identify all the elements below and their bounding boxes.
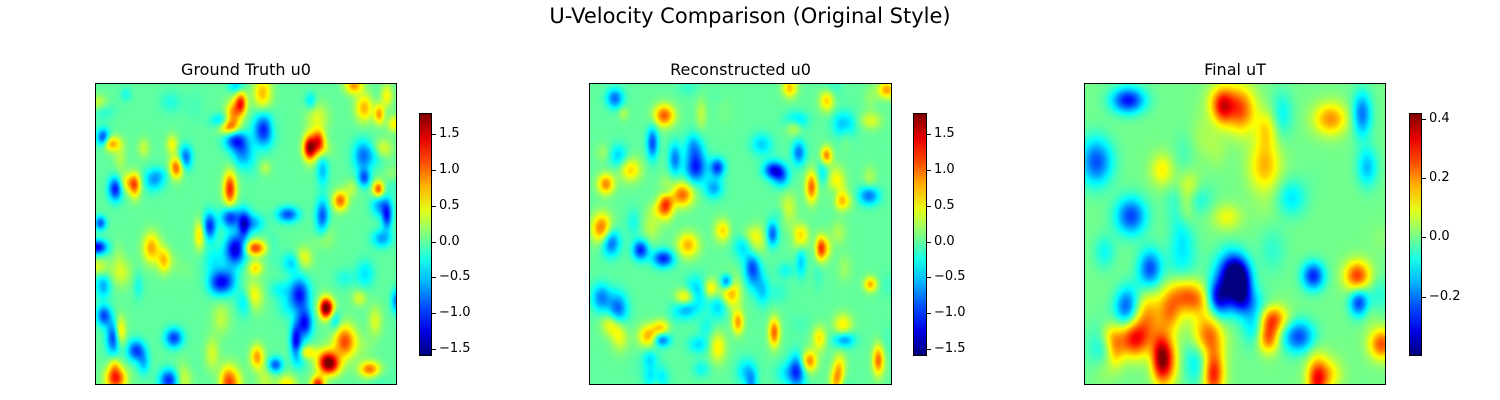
- colorbar-tick-mark: [1422, 296, 1426, 298]
- colorbar-ticks-final-ut: 0.4 0.2 0.0 −0.2: [1422, 110, 1482, 356]
- heatmap-final-ut: [1084, 83, 1386, 385]
- colorbar-tick-mark: [432, 205, 436, 207]
- colorbar-tick-label: 0.0: [934, 233, 955, 249]
- colorbar-tick-mark: [927, 277, 931, 279]
- colorbar-tick-mark: [432, 170, 436, 172]
- colorbar-tick-mark: [432, 241, 436, 243]
- colorbar-tick-label: 0.4: [1429, 110, 1450, 126]
- colorbar-tick-mark: [1422, 237, 1426, 239]
- colorbar-tick-mark: [432, 277, 436, 279]
- figure-suptitle: U-Velocity Comparison (Original Style): [549, 4, 951, 28]
- colorbar-tick-label: 0.5: [439, 197, 460, 213]
- colorbar-tick-mark: [1422, 178, 1426, 180]
- panel-title: Final uT: [1204, 60, 1266, 79]
- colorbar-tick-label: −0.5: [439, 269, 471, 285]
- colorbar-tick-label: 0.2: [1429, 170, 1450, 186]
- colorbar-tick-mark: [432, 134, 436, 136]
- colorbar-tick-label: −1.0: [934, 305, 966, 321]
- panel-title: Reconstructed u0: [670, 60, 811, 79]
- colorbar-tick-label: −1.5: [439, 340, 471, 356]
- colorbar-tick-mark: [927, 134, 931, 136]
- colorbar-tick-label: 0.5: [934, 197, 955, 213]
- colorbar-tick-label: −1.5: [934, 340, 966, 356]
- colorbar-tick-mark: [927, 205, 931, 207]
- colorbar-final-ut: [1409, 113, 1422, 356]
- colorbar-ticks-ground-truth-u0: 1.5 1.0 0.5 0.0 −0.5 −1.0 −1.5: [432, 113, 492, 356]
- colorbar-tick-label: 1.0: [934, 162, 955, 178]
- panel-title: Ground Truth u0: [181, 60, 311, 79]
- colorbar-ground-truth-u0: [419, 113, 432, 356]
- colorbar-tick-mark: [927, 313, 931, 315]
- colorbar-tick-mark: [432, 313, 436, 315]
- colorbar-tick-label: 0.0: [439, 233, 460, 249]
- heatmap-ground-truth-u0: [95, 83, 397, 385]
- colorbar-ticks-reconstructed-u0: 1.5 1.0 0.5 0.0 −0.5 −1.0 −1.5: [927, 113, 987, 356]
- colorbar-tick-mark: [927, 348, 931, 350]
- colorbar-tick-label: 0.0: [1429, 229, 1450, 245]
- colorbar-tick-mark: [927, 241, 931, 243]
- colorbar-reconstructed-u0: [913, 113, 927, 356]
- colorbar-tick-label: 1.0: [439, 162, 460, 178]
- heatmap-reconstructed-u0: [589, 83, 892, 385]
- colorbar-tick-label: 1.5: [439, 126, 460, 142]
- colorbar-tick-mark: [1422, 118, 1426, 120]
- colorbar-tick-label: −0.5: [934, 269, 966, 285]
- colorbar-tick-mark: [432, 348, 436, 350]
- colorbar-tick-label: −0.2: [1429, 288, 1461, 304]
- colorbar-tick-mark: [927, 170, 931, 172]
- colorbar-tick-label: −1.0: [439, 305, 471, 321]
- colorbar-tick-label: 1.5: [934, 126, 955, 142]
